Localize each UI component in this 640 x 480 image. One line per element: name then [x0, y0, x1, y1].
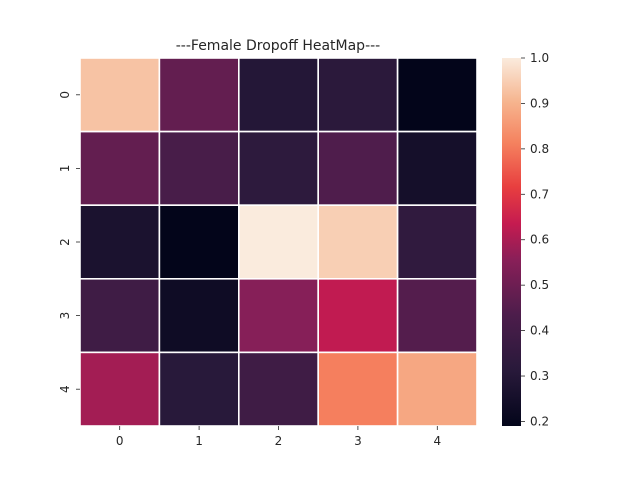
heatmap-cell: [238, 130, 320, 207]
y-axis: 0 1 2 3 4: [58, 91, 80, 393]
x-tick-label: 3: [354, 434, 362, 448]
x-axis: 0 1 2 3 4: [116, 426, 441, 448]
heatmap-cell: [238, 57, 320, 133]
colorbar-tick-label: 1.0: [530, 51, 549, 65]
colorbar-tick-label: 0.4: [530, 324, 549, 338]
y-tick-label: 1: [58, 165, 72, 173]
heatmap-cell: [79, 204, 161, 280]
heatmap-cell: [396, 57, 478, 133]
heatmap-cell: [238, 204, 320, 280]
y-tick-label: 2: [58, 238, 72, 246]
heatmap-cell: [396, 277, 478, 354]
colorbar: [502, 58, 521, 426]
heatmap-cell: [158, 204, 240, 280]
chart-title: ---Female Dropoff HeatMap---: [176, 38, 380, 54]
heatmap-cell: [317, 277, 399, 354]
heatmap-cell: [158, 130, 240, 207]
heatmap-cell: [317, 130, 399, 207]
heatmap-cells: [79, 57, 478, 427]
colorbar-tick-label: 0.2: [530, 414, 549, 428]
x-tick-label: 2: [275, 434, 283, 448]
heatmap-cell: [79, 351, 161, 427]
colorbar-tick-label: 0.3: [530, 369, 549, 383]
colorbar-tick-label: 0.7: [530, 187, 549, 201]
heatmap-cell: [238, 277, 320, 354]
heatmap-cell: [79, 57, 161, 133]
x-tick-label: 0: [116, 434, 124, 448]
colorbar-tick-label: 0.6: [530, 233, 549, 247]
heatmap-cell: [396, 204, 478, 280]
colorbar-axis: 0.2 0.3 0.4 0.5 0.6 0.7 0.8 0.9 1.0: [521, 51, 549, 428]
colorbar-tick-label: 0.8: [530, 142, 549, 156]
heatmap-cell: [317, 204, 399, 280]
colorbar-tick-label: 0.5: [530, 278, 549, 292]
heatmap-cell: [317, 57, 399, 133]
y-tick-label: 3: [58, 312, 72, 320]
heatmap-cell: [158, 277, 240, 354]
heatmap-cell: [238, 351, 320, 427]
heatmap-cell: [317, 351, 399, 427]
y-tick-label: 4: [58, 385, 72, 393]
x-tick-label: 1: [195, 434, 203, 448]
heatmap-cell: [396, 351, 478, 427]
heatmap-cell: [158, 351, 240, 427]
y-tick-label: 0: [58, 91, 72, 99]
heatmap-cell: [158, 57, 240, 133]
x-tick-label: 4: [433, 434, 441, 448]
heatmap-cell: [396, 130, 478, 207]
colorbar-tick-label: 0.9: [530, 96, 549, 110]
heatmap-cell: [79, 130, 161, 207]
heatmap-cell: [79, 277, 161, 354]
